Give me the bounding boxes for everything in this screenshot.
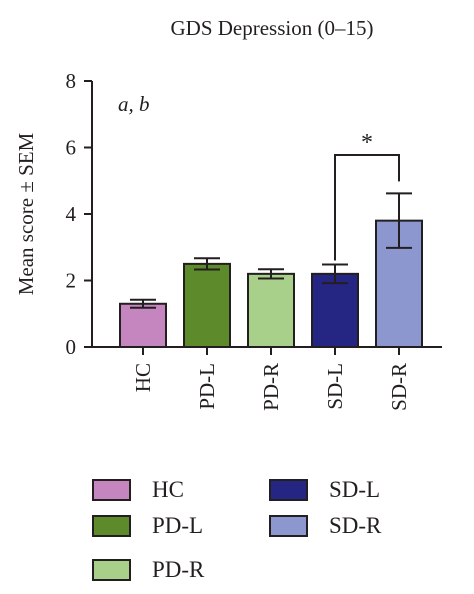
- error-bar-pd-l: [194, 257, 220, 271]
- bar-sd-l: [311, 272, 359, 349]
- bar-pd-l: [183, 262, 231, 348]
- bar-hc: [119, 302, 167, 348]
- annotation-a-b: a, b: [118, 92, 150, 116]
- error-bar-sd-l: [322, 263, 348, 285]
- y-tick-label: 6: [66, 136, 77, 160]
- chart-title: GDS Depression (0–15): [171, 16, 374, 40]
- y-tick-label: 0: [66, 335, 77, 359]
- significance-bracket: *: [334, 130, 400, 261]
- y-tick-label: 4: [66, 202, 77, 226]
- error-bars: [130, 192, 412, 309]
- y-axis-label: Mean score ± SEM: [14, 132, 38, 295]
- x-tick-label-hc: HC: [131, 363, 155, 392]
- bars: [119, 219, 423, 349]
- x-tick-label-pd-l: PD-L: [195, 363, 219, 410]
- y-tick-label: 8: [66, 69, 77, 93]
- error-bar-hc: [130, 298, 156, 309]
- bar-pd-r: [247, 272, 295, 349]
- x-tick-label-pd-r: PD-R: [259, 363, 283, 411]
- x-tick-label-sd-r: SD-R: [387, 363, 411, 411]
- y-axis: 0 2 4 6 8: [66, 69, 93, 359]
- error-bar-pd-r: [258, 268, 284, 280]
- x-tick-labels: HC PD-L PD-R SD-L SD-R: [131, 347, 411, 411]
- significance-star: *: [361, 130, 373, 156]
- x-tick-label-sd-l: SD-L: [323, 363, 347, 410]
- error-bar-sd-r: [386, 192, 412, 249]
- y-tick-label: 2: [66, 269, 77, 293]
